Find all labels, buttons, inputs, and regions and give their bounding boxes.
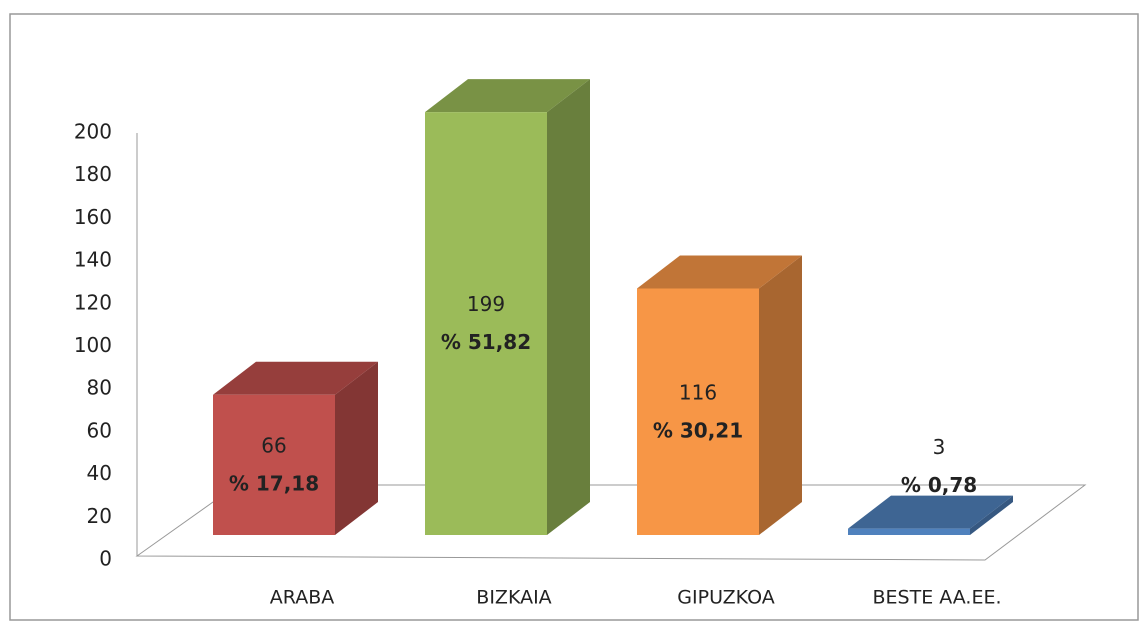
y-tick-label: 140	[74, 248, 112, 272]
share-label: % 30,21	[653, 418, 743, 442]
x-tick-label: BIZKAIA	[476, 587, 551, 609]
bar-side	[970, 495, 1013, 535]
x-tick-label: GIPUZKOA	[677, 587, 774, 609]
share-label: % 17,18	[229, 471, 319, 495]
y-tick-label: 180	[74, 162, 112, 186]
share-label: % 51,82	[441, 330, 531, 354]
y-tick-label: 100	[74, 333, 112, 357]
y-tick-label: 20	[87, 504, 112, 528]
value-label: 66	[261, 433, 286, 457]
bar-top	[848, 495, 1013, 529]
bar	[637, 288, 759, 535]
bar-side	[547, 79, 590, 535]
x-tick-label: ARABA	[270, 587, 334, 609]
y-tick-label: 40	[87, 461, 112, 485]
bar	[213, 394, 335, 535]
share-label: % 0,78	[901, 473, 977, 497]
value-label: 199	[467, 292, 505, 316]
floor	[135, 484, 1087, 561]
bar-side	[759, 255, 802, 535]
value-label: 3	[933, 435, 946, 459]
y-tick-label: 0	[99, 547, 112, 571]
bar	[425, 112, 547, 535]
bar-side	[335, 361, 378, 535]
bar-top	[637, 255, 802, 289]
y-tick-label: 160	[74, 205, 112, 229]
y-tick-label: 120	[74, 290, 112, 314]
bar-top	[425, 79, 590, 113]
y-tick-label: 200	[74, 120, 112, 144]
value-label: 116	[679, 380, 717, 404]
y-tick-label: 80	[87, 376, 112, 400]
bar-top	[213, 361, 378, 395]
bar	[848, 528, 970, 535]
y-tick-label: 60	[87, 418, 112, 442]
x-tick-label: BESTE AA.EE.	[872, 587, 1001, 609]
